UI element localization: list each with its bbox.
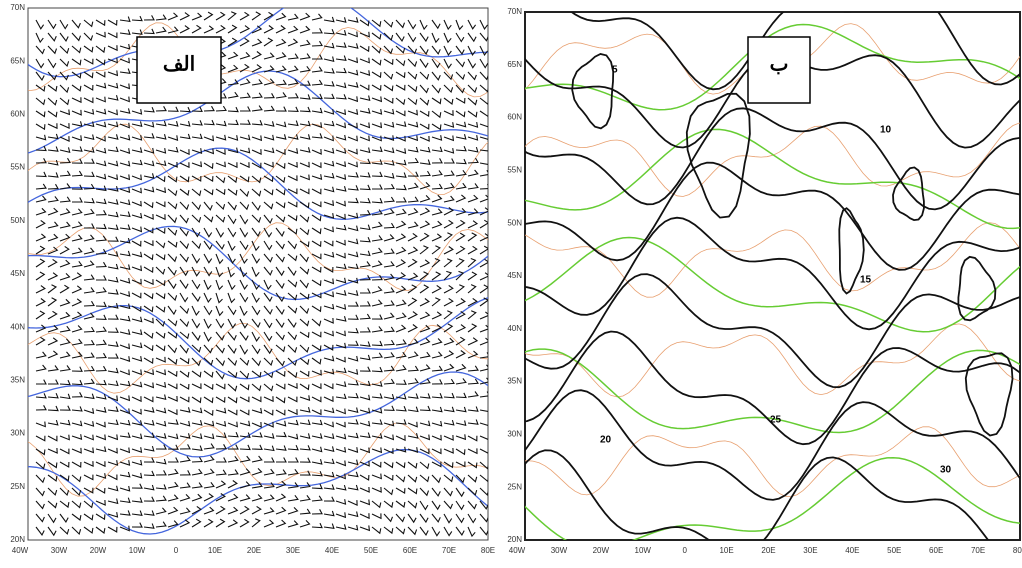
lon-tick-label: 20W: [593, 546, 610, 555]
lat-tick-label: 25N: [10, 482, 25, 491]
lat-tick-label: 50N: [10, 216, 25, 225]
lon-tick-label: 60E: [929, 546, 943, 555]
panel-label: الف: [163, 53, 195, 75]
figure: 70N 65N 60N 55N 50N 45N 40N 35N 30N 25N 20N 40W 30W 2…: [0, 0, 1022, 563]
lon-tick-label: 20E: [761, 546, 775, 555]
contour-label: 5: [612, 65, 618, 76]
lat-tick-label: 30N: [10, 429, 25, 438]
lat-tick-label: 20N: [507, 535, 522, 544]
contour-label: 15: [860, 275, 872, 286]
lon-tick-label: 0: [682, 546, 687, 555]
lon-tick-label: 80E: [1013, 546, 1022, 555]
contour-label: 20: [600, 435, 612, 446]
lat-tick-label: 30N: [507, 430, 522, 439]
lon-tick-label: 10W: [635, 546, 652, 555]
lat-tick-label: 40N: [10, 322, 25, 331]
lon-tick-label: 70E: [971, 546, 985, 555]
lon-tick-label: 20E: [247, 546, 261, 555]
lon-tick-label: 10E: [208, 546, 222, 555]
lat-tick-label: 45N: [10, 269, 25, 278]
lon-tick-label: 30W: [51, 546, 68, 555]
lat-tick-label: 60N: [507, 113, 522, 122]
lat-tick-label: 55N: [10, 163, 25, 172]
lon-tick-label: 30E: [286, 546, 300, 555]
panel-wind: 70N 65N 60N 55N 50N 45N 40N 35N 30N 25N 20N 40W 30W 2…: [10, 0, 498, 555]
lat-tick-label: 55N: [507, 166, 522, 175]
lon-tick-label: 30W: [551, 546, 568, 555]
panel-label: ب: [770, 53, 789, 75]
lon-tick-label: 10E: [719, 546, 733, 555]
lat-tick-label: 45N: [507, 271, 522, 280]
lat-tick-label: 60N: [10, 110, 25, 119]
contour-label: 30: [940, 465, 952, 476]
lon-tick-label: 50E: [887, 546, 901, 555]
lat-tick-label: 70N: [507, 7, 522, 16]
contour-label: 25: [770, 415, 782, 426]
lat-tick-label: 40N: [507, 324, 522, 333]
lat-tick-label: 25N: [507, 482, 522, 491]
lon-tick-label: 40E: [845, 546, 859, 555]
lon-tick-label: 30E: [803, 546, 817, 555]
lat-tick-label: 65N: [507, 60, 522, 69]
contour-label: 10: [880, 125, 892, 136]
panel-contour: 5 10 15 20 25 30 70N 65N 60N 55N 50N 45N 40N 35N 30N 25…: [507, 0, 1022, 563]
lat-tick-label: 20N: [10, 535, 25, 544]
lon-tick-label: 20W: [90, 546, 107, 555]
lat-tick-label: 65N: [10, 56, 25, 65]
lon-tick-label: 70E: [442, 546, 456, 555]
lon-tick-label: 0: [174, 546, 179, 555]
lon-tick-label: 40W: [12, 546, 29, 555]
lon-tick-label: 80E: [481, 546, 495, 555]
lon-tick-label: 50E: [364, 546, 378, 555]
lon-tick-label: 60E: [403, 546, 417, 555]
lat-tick-label: 70N: [10, 3, 25, 12]
lat-tick-label: 35N: [507, 377, 522, 386]
lon-tick-label: 10W: [129, 546, 146, 555]
lat-tick-label: 50N: [507, 218, 522, 227]
lon-tick-label: 40E: [325, 546, 339, 555]
lat-tick-label: 35N: [10, 376, 25, 385]
lon-tick-label: 40W: [509, 546, 526, 555]
